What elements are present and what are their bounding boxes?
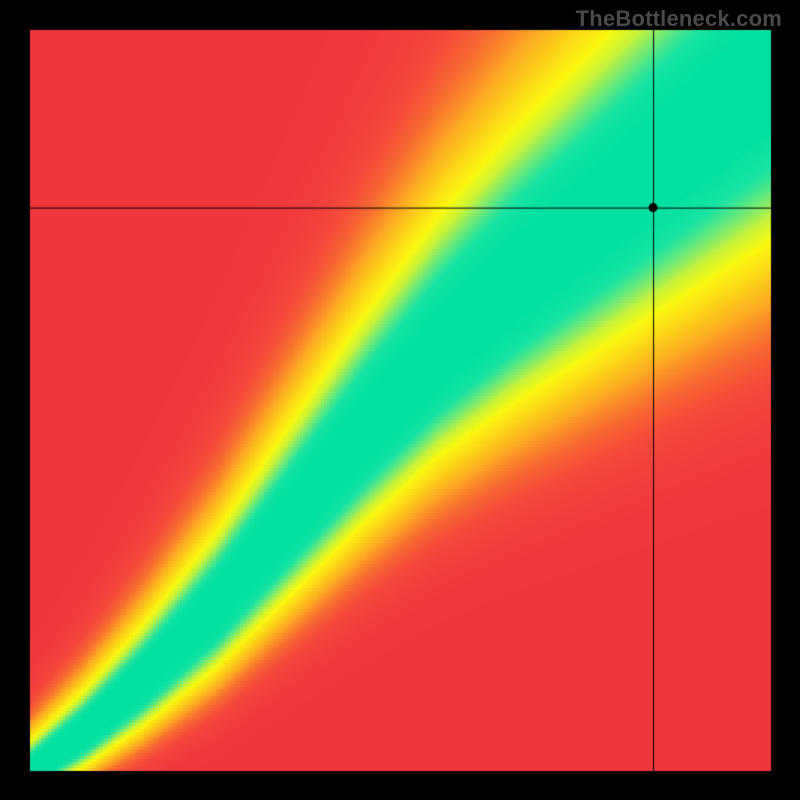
chart-stage: TheBottleneck.com xyxy=(0,0,800,800)
bottleneck-heatmap xyxy=(0,0,800,800)
watermark-text: TheBottleneck.com xyxy=(576,6,782,32)
